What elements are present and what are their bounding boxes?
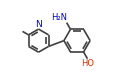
Text: H₂N: H₂N [51,13,67,22]
Text: N: N [35,20,42,29]
Text: HO: HO [81,59,94,68]
